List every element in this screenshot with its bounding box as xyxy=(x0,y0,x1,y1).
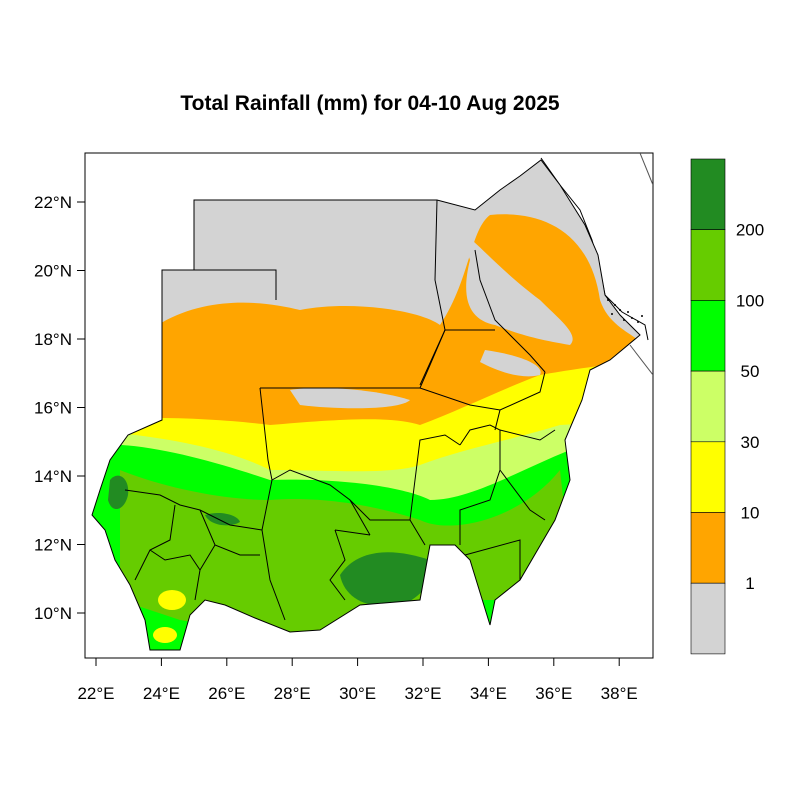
legend-swatch xyxy=(690,158,726,230)
rain-zone-200mm-plus xyxy=(205,512,240,526)
legend-label: 1 xyxy=(745,574,754,593)
rain-zone-200mm-plus xyxy=(340,552,433,607)
sudan-outline xyxy=(91,159,641,651)
latitude-axis: 22°N 20°N 18°N 16°N 14°N 12°N 10°N xyxy=(34,193,85,623)
island-dots xyxy=(607,299,643,323)
map-title: Total Rainfall (mm) for 04-10 Aug 2025 xyxy=(180,92,560,115)
legend-label: 30 xyxy=(741,433,760,452)
lat-tick-label: 12°N xyxy=(34,536,72,555)
longitude-axis: 22°E 24°E 26°E 28°E 30°E 32°E 34°E 36°E 38°E xyxy=(77,658,638,703)
no-rain-zone xyxy=(480,350,541,377)
lon-tick-label: 36°E xyxy=(535,684,572,703)
lat-tick-label: 10°N xyxy=(34,604,72,623)
legend-swatch xyxy=(690,300,726,372)
lon-tick-label: 38°E xyxy=(601,684,638,703)
coastline xyxy=(639,153,653,186)
legend-label: 10 xyxy=(741,504,760,523)
lat-tick-label: 20°N xyxy=(34,262,72,281)
state-boundaries xyxy=(124,199,556,621)
legend-label: 100 xyxy=(736,291,764,310)
coastline xyxy=(629,344,653,376)
lon-tick-label: 30°E xyxy=(339,684,376,703)
lon-tick-label: 34°E xyxy=(470,684,507,703)
legend-label: 200 xyxy=(736,221,764,240)
no-rain-zone xyxy=(290,388,410,409)
legend-swatch xyxy=(690,512,726,584)
color-legend: 200 100 50 30 10 1 xyxy=(690,158,764,655)
lat-tick-label: 16°N xyxy=(34,399,72,418)
legend-swatch xyxy=(690,370,726,443)
lon-tick-label: 24°E xyxy=(143,684,180,703)
lat-tick-label: 18°N xyxy=(34,330,72,349)
lon-tick-label: 26°E xyxy=(208,684,245,703)
rain-zone-200mm-plus xyxy=(108,475,129,510)
lon-tick-label: 22°E xyxy=(77,684,114,703)
lon-tick-label: 28°E xyxy=(274,684,311,703)
legend-swatch xyxy=(690,441,726,513)
legend-label: 50 xyxy=(741,362,760,381)
rain-patch xyxy=(158,590,186,610)
lat-tick-label: 22°N xyxy=(34,193,72,212)
legend-swatch xyxy=(690,229,726,301)
lon-tick-label: 32°E xyxy=(404,684,441,703)
rain-patch xyxy=(153,627,177,643)
legend-swatch xyxy=(690,582,726,655)
no-rain-zone xyxy=(460,230,573,345)
lat-tick-label: 14°N xyxy=(34,467,72,486)
